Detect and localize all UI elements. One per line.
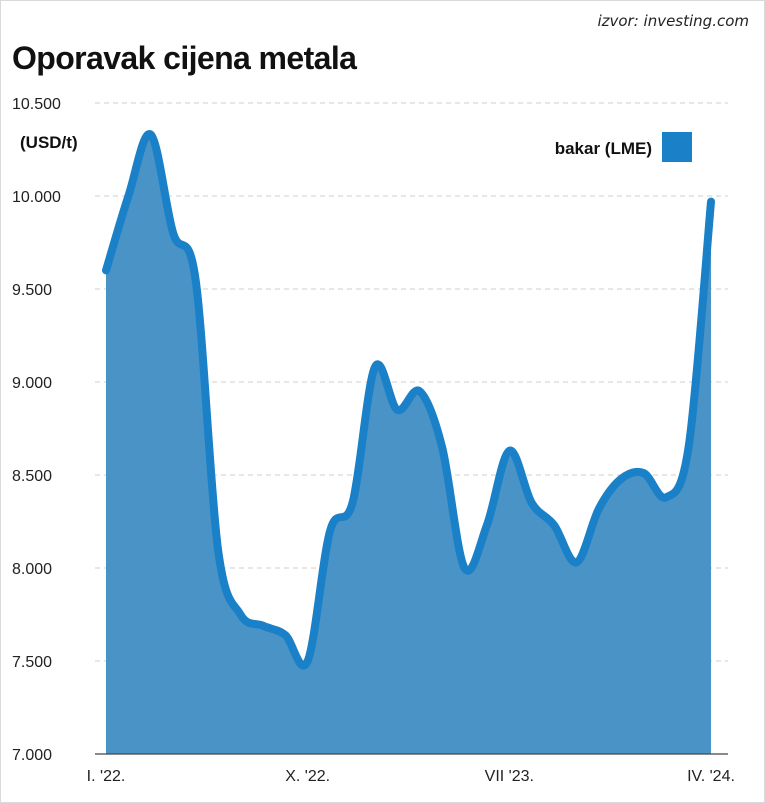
- legend-swatch-bakar: [662, 132, 692, 162]
- x-tick-label: I. '22.: [87, 768, 126, 785]
- x-axis: I. '22. X. '22. VII '23. IV. '24.: [87, 753, 735, 785]
- series-area-bakar: [106, 134, 711, 754]
- y-tick-label: 10.000: [12, 189, 61, 206]
- y-unit-label: (USD/t): [20, 133, 78, 152]
- x-tick-label: X. '22.: [285, 768, 330, 785]
- x-tick-label: IV. '24.: [687, 768, 735, 785]
- y-tick-label: 10.500: [12, 96, 61, 113]
- series-line-bakar: [102, 130, 715, 670]
- y-tick-label: 9.000: [12, 375, 52, 392]
- y-tick-label: 8.500: [12, 468, 52, 485]
- legend-label-bakar: bakar (LME): [555, 139, 652, 158]
- y-tick-label: 7.000: [12, 747, 52, 764]
- y-tick-label: 7.500: [12, 654, 52, 671]
- y-tick-label: 8.000: [12, 561, 52, 578]
- y-axis: 10.500 10.000 9.500 9.000 8.500 8.000 7.500 7.0…: [12, 96, 61, 764]
- legend: bakar (LME): [555, 132, 692, 162]
- source-note: izvor: investing.com: [597, 12, 749, 30]
- y-tick-label: 9.500: [12, 282, 52, 299]
- x-tick-label: VII '23.: [485, 768, 534, 785]
- chart-title: Oporavak cijena metala: [12, 40, 357, 76]
